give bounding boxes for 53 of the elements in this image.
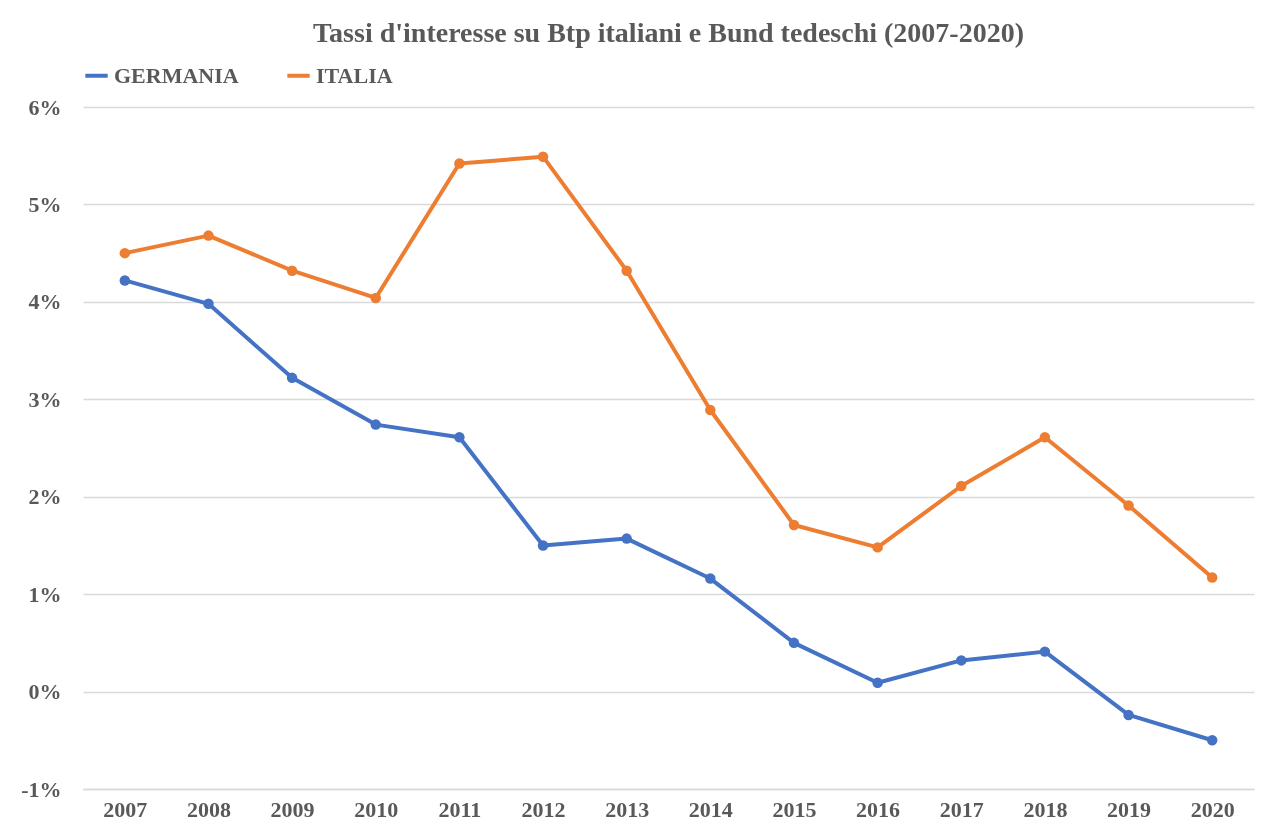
chart-title: Tassi d'interesse su Btp italiani e Bund tedeschi (2007-2020) [313,17,1024,48]
point [454,158,465,169]
point [788,637,800,649]
x-tick-label: 2019 [1107,796,1152,822]
point [119,275,131,286]
point [956,655,967,666]
point [956,480,967,492]
y-tick-label: 1% [28,581,62,607]
x-tick-label: 2011 [438,796,482,822]
point [203,230,214,241]
point [370,292,381,304]
legend-label: GERMANIA [114,62,239,88]
point [1039,432,1051,443]
x-tick-label: 2013 [605,796,650,822]
point [705,404,716,416]
point [705,573,716,584]
point [872,677,883,689]
point [537,151,549,162]
point [454,432,465,443]
point [1206,735,1218,746]
point [621,265,632,276]
point [203,298,214,310]
point [1123,709,1134,721]
point [286,265,298,276]
x-tick-label: 2020 [1190,796,1235,822]
y-tick-label: 3% [28,386,62,412]
x-tick-label: 2009 [270,796,315,822]
point [370,419,381,430]
legend-label: ITALIA [316,62,393,88]
y-tick-label: 5% [28,191,62,217]
point [286,372,298,384]
point [872,542,883,553]
x-tick-label: 2017 [939,796,984,822]
point [621,533,632,544]
x-tick-label: 2014 [688,796,733,822]
x-tick-label: 2018 [1023,796,1068,822]
y-tick-label: 0% [28,679,62,705]
y-tick-label: -1% [21,776,62,802]
x-tick-label: 2012 [521,796,566,822]
point [1206,572,1218,583]
point [1039,646,1051,657]
y-tick-label: 6% [28,94,62,120]
x-tick-label: 2016 [856,796,901,822]
x-tick-label: 2008 [186,796,231,822]
y-tick-label: 4% [28,289,62,315]
y-tick-label: 2% [28,484,62,510]
x-tick-label: 2010 [354,796,399,822]
point [537,540,549,551]
x-tick-label: 2007 [103,796,148,822]
x-tick-label: 2015 [772,796,817,822]
point [1123,500,1134,511]
point [119,247,131,259]
point [788,519,800,531]
